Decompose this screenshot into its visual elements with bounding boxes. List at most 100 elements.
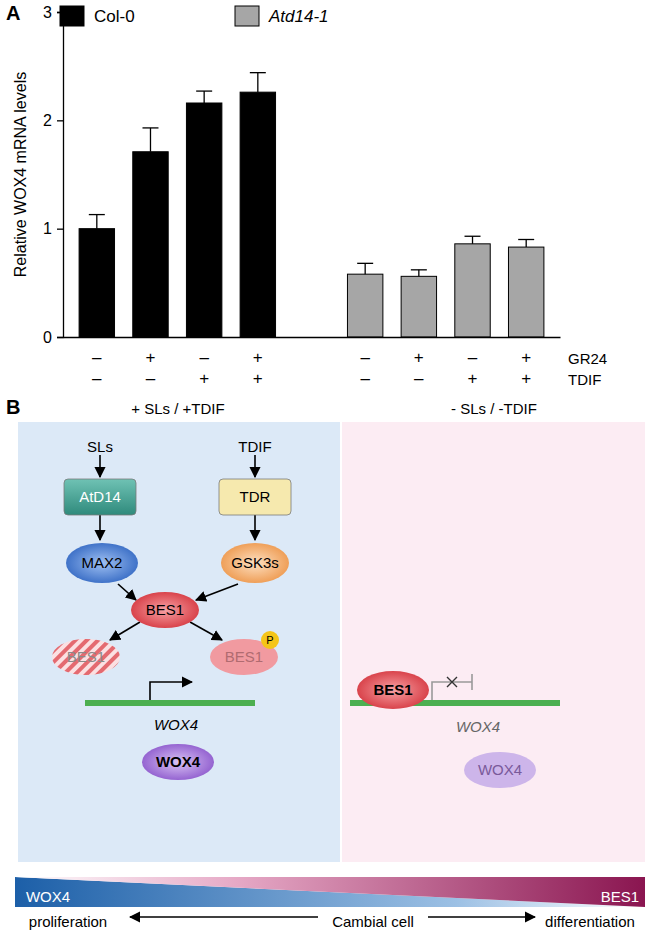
error-bar bbox=[196, 91, 212, 103]
panel-b: B+ SLs / +TDIF- SLs / -TDIFSLsAtD14MAX2T… bbox=[6, 396, 645, 930]
node: AtD14 bbox=[64, 479, 136, 515]
error-stem bbox=[96, 215, 97, 229]
y-tick: 1 bbox=[43, 220, 63, 237]
node-label: TDIF bbox=[238, 438, 271, 455]
node: WOX4 bbox=[154, 716, 198, 733]
error-stem bbox=[365, 263, 366, 274]
y-axis-title: Relative WOX4 mRNA levels bbox=[12, 72, 29, 277]
y-tick-mark bbox=[57, 120, 63, 121]
panel-label: A bbox=[6, 2, 20, 24]
node: WOX4 bbox=[456, 718, 500, 735]
x-tick-label: + bbox=[521, 348, 531, 367]
node-label: WOX4 bbox=[26, 888, 70, 905]
x-tick: – bbox=[146, 369, 156, 388]
bar bbox=[455, 244, 490, 337]
error-bar bbox=[357, 263, 373, 274]
error-cap bbox=[196, 90, 212, 91]
x-tick-label: – bbox=[360, 369, 370, 388]
y-tick-label: 0 bbox=[43, 329, 52, 346]
node-label: BES1 bbox=[146, 601, 184, 618]
arrow bbox=[428, 916, 535, 918]
panel-a: A0123Relative WOX4 mRNA levels–+–+–+–+GR… bbox=[6, 2, 607, 388]
node: WOX4 bbox=[26, 888, 70, 905]
node: BES1 bbox=[357, 671, 429, 709]
node-ellipse bbox=[131, 592, 199, 628]
bar bbox=[508, 247, 543, 337]
x-tick-label: + bbox=[253, 348, 263, 367]
x-tick: + bbox=[468, 369, 478, 388]
node-label: differentiation bbox=[545, 913, 635, 930]
error-bar bbox=[250, 73, 266, 93]
wox4-gradient bbox=[15, 877, 645, 907]
x-tick: – bbox=[360, 369, 370, 388]
x-axis-row: –+–+–+–+ bbox=[64, 338, 561, 368]
x-tick-label: – bbox=[92, 369, 102, 388]
y-tick-label: 3 bbox=[43, 4, 52, 21]
error-cap bbox=[89, 214, 105, 215]
bar bbox=[401, 276, 436, 337]
node-label: TDR bbox=[240, 488, 271, 505]
node-box bbox=[64, 479, 136, 515]
x-tick-label: – bbox=[92, 348, 102, 367]
legend-swatch bbox=[235, 6, 259, 26]
node-label: WOX4 bbox=[154, 716, 198, 733]
x-row-label: GR24 bbox=[568, 350, 607, 367]
node-ellipse bbox=[52, 639, 120, 675]
x-tick: – bbox=[92, 369, 102, 388]
x-tick-label: + bbox=[468, 369, 478, 388]
repressed-transcription bbox=[432, 674, 472, 700]
error-bar bbox=[411, 270, 427, 277]
condition-panel bbox=[18, 422, 340, 862]
node: MAX2 bbox=[66, 543, 138, 583]
arrow bbox=[118, 584, 136, 600]
condition-title: + SLs / +TDIF bbox=[131, 400, 224, 417]
node-label: AtD14 bbox=[79, 488, 121, 505]
x-tick: + bbox=[253, 348, 263, 367]
node-label: BES1 bbox=[67, 648, 105, 665]
bar bbox=[133, 152, 168, 337]
error-cap bbox=[518, 239, 534, 240]
node-label: WOX4 bbox=[456, 718, 500, 735]
x-tick: – bbox=[92, 348, 102, 367]
gene-line bbox=[85, 700, 255, 706]
node-label: GSK3s bbox=[231, 554, 279, 571]
error-cap bbox=[250, 72, 266, 73]
error-bar bbox=[142, 128, 158, 152]
arrow bbox=[190, 622, 222, 640]
node: BES1 bbox=[131, 592, 199, 628]
x-tick-label: + bbox=[414, 348, 424, 367]
block-cross bbox=[447, 677, 457, 687]
node-label: Cambial cell bbox=[332, 913, 414, 930]
plot-marks bbox=[79, 73, 544, 337]
node-label: P bbox=[266, 634, 273, 646]
arrow bbox=[110, 622, 140, 640]
node: SLs bbox=[87, 438, 113, 455]
series bbox=[79, 73, 275, 337]
error-bar bbox=[465, 236, 481, 244]
x-row-label: TDIF bbox=[568, 371, 601, 388]
node-ellipse bbox=[357, 671, 429, 709]
node-label: proliferation bbox=[29, 913, 107, 930]
error-cap bbox=[411, 269, 427, 270]
error-stem bbox=[472, 236, 473, 244]
x-axis-line bbox=[64, 337, 561, 338]
y-tick: 0 bbox=[43, 329, 63, 346]
x-tick: + bbox=[414, 348, 424, 367]
transcription-arrow bbox=[150, 682, 192, 700]
bar bbox=[79, 229, 114, 337]
node: proliferation bbox=[29, 913, 107, 930]
x-tick: – bbox=[414, 369, 424, 388]
legend: Col-0Atd14-1 bbox=[60, 6, 329, 26]
node-label: WOX4 bbox=[478, 761, 522, 778]
node: BES1 bbox=[601, 888, 639, 905]
node-label: MAX2 bbox=[82, 554, 123, 571]
bar bbox=[240, 92, 275, 337]
node-box bbox=[219, 479, 291, 515]
error-cap bbox=[142, 127, 158, 128]
y-axis-line bbox=[57, 13, 64, 338]
x-tick: – bbox=[199, 348, 209, 367]
node: WOX4 bbox=[464, 752, 536, 788]
x-tick-label: + bbox=[199, 369, 209, 388]
node: GSK3s bbox=[221, 543, 289, 583]
legend-label: Atd14-1 bbox=[268, 7, 329, 26]
